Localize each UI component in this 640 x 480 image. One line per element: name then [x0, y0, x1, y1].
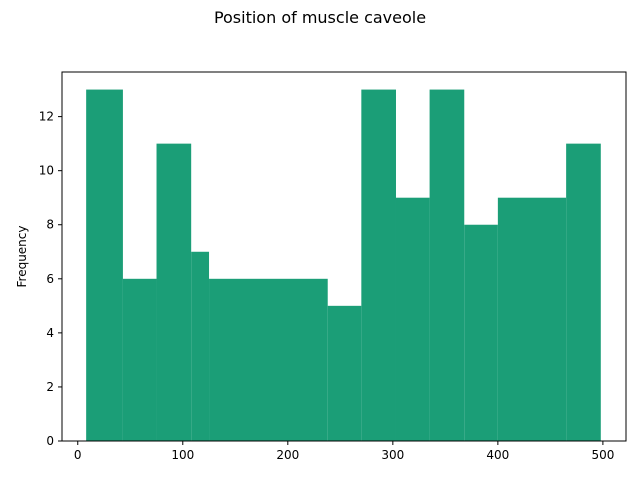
- histogram-bar-8: [395, 197, 430, 441]
- x-tick-label: 500: [591, 448, 614, 462]
- y-tick-label: 0: [46, 434, 54, 448]
- histogram-bar-2: [122, 278, 157, 441]
- histogram-bar-11: [497, 197, 567, 441]
- x-axis-ticks: 0 100 200 300 400 500: [74, 441, 614, 462]
- histogram-bar-7: [361, 89, 396, 442]
- y-axis-ticks: 0 2 4 6 8 10 12: [39, 110, 62, 448]
- bars-group: [86, 89, 601, 442]
- x-tick-label: 300: [381, 448, 404, 462]
- y-tick-label: 4: [46, 326, 54, 340]
- histogram-bar-12: [566, 143, 601, 441]
- x-tick-label: 200: [276, 448, 299, 462]
- histogram-bar-9: [429, 89, 465, 442]
- histogram-bar-1: [86, 89, 123, 442]
- histogram-bar-10: [464, 224, 498, 441]
- y-tick-label: 8: [46, 218, 54, 232]
- axes-frame: [61, 71, 627, 442]
- x-tick-label: 100: [171, 448, 194, 462]
- chart-title: Position of muscle caveole: [213, 8, 427, 27]
- y-axis-label: Frequency: [15, 226, 29, 288]
- x-tick-label: 0: [74, 448, 82, 462]
- x-tick-label: 400: [486, 448, 509, 462]
- histogram-bar-5: [209, 278, 328, 441]
- y-tick-label: 12: [39, 110, 54, 124]
- histogram-bar-3: [156, 143, 192, 441]
- y-tick-label: 2: [46, 380, 54, 394]
- histogram-bar-4: [191, 251, 210, 441]
- y-tick-label: 6: [46, 272, 54, 286]
- histogram-bar-6: [327, 305, 362, 441]
- y-tick-label: 10: [39, 164, 54, 178]
